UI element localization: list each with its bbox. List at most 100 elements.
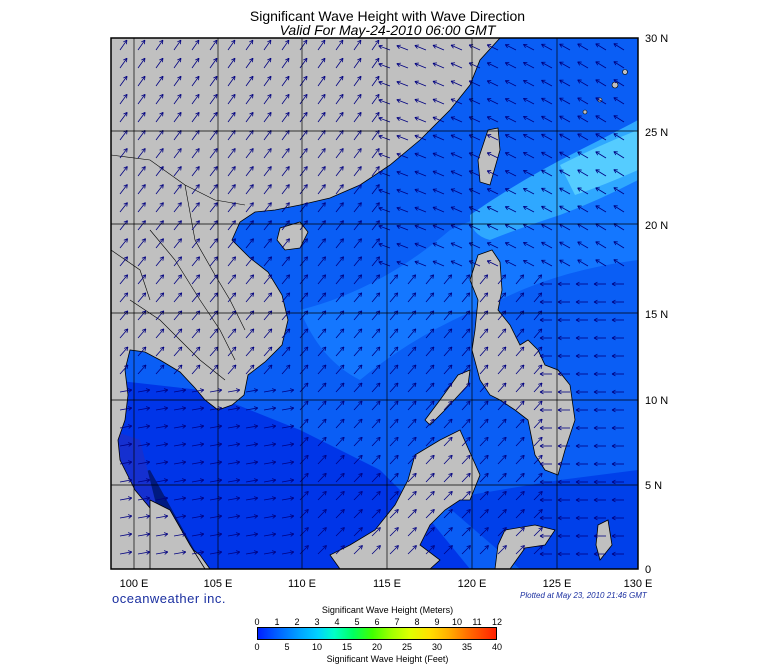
wave-arrow [227, 532, 241, 537]
wave-arrow [486, 80, 499, 87]
wave-arrow [559, 187, 571, 195]
wave-arrow [317, 274, 327, 285]
wave-arrow [173, 424, 187, 429]
wave-arrow [317, 75, 326, 87]
wave-arrow [497, 472, 507, 483]
wave-arrow [155, 148, 164, 159]
wave-arrow [613, 79, 625, 87]
wave-arrow [443, 274, 453, 285]
wave-arrow [281, 346, 291, 357]
wave-arrow [593, 443, 606, 449]
wave-arrow [119, 346, 129, 357]
wave-arrow [281, 364, 291, 375]
wave-arrow [378, 242, 391, 249]
lon-label: 105 E [204, 578, 233, 590]
wave-arrow [119, 514, 133, 519]
wave-arrow [317, 418, 327, 429]
wave-arrow [613, 61, 625, 69]
wave-arrow [209, 292, 219, 303]
colorbar-tick: 40 [491, 642, 502, 652]
wave-arrow [539, 389, 552, 395]
wave-arrow [559, 133, 571, 141]
wave-arrow [432, 80, 445, 87]
wave-arrow [595, 133, 607, 141]
wave-arrow [486, 44, 499, 51]
wave-arrow [557, 389, 570, 395]
wave-arrow [468, 260, 481, 267]
wave-arrow [281, 442, 295, 447]
wave-arrow [281, 184, 290, 195]
wave-arrow [443, 472, 453, 483]
wave-arrow [378, 134, 391, 141]
wave-arrow [371, 527, 381, 537]
wave-arrow [371, 364, 381, 375]
wave-arrow [541, 187, 553, 195]
lon-label: 125 E [543, 578, 572, 590]
wave-arrow [371, 418, 381, 429]
country-borders [111, 154, 246, 381]
wave-arrow [317, 436, 327, 447]
wave-arrow [378, 260, 391, 267]
colorbar-tick: 5 [284, 642, 290, 652]
wave-arrow [317, 238, 326, 249]
wave-arrow [227, 478, 241, 483]
wave-arrow [541, 241, 553, 249]
wave-arrow [353, 382, 363, 393]
wave-arrow [281, 57, 290, 69]
wave-arrow [335, 274, 345, 285]
wave-arrow [504, 98, 517, 105]
wave-arrow [559, 151, 571, 159]
wave-arrow [353, 400, 363, 411]
wave-arrow [611, 479, 624, 485]
wave-arrow [559, 115, 571, 123]
wave-arrow [407, 328, 417, 339]
wave-arrow [173, 364, 183, 375]
wave-arrow [227, 424, 241, 429]
wave-arrow [378, 62, 391, 69]
wave-arrow [263, 148, 272, 159]
wave-arrow [137, 532, 151, 537]
wave-arrow [468, 62, 481, 69]
wave-arrow [541, 61, 553, 69]
wave-arrow [299, 400, 309, 411]
wave-arrow [432, 152, 445, 159]
wave-arrow [209, 166, 218, 177]
wave-arrow [191, 532, 205, 537]
wave-arrow [371, 256, 380, 267]
wave-arrow [593, 335, 606, 341]
wave-arrow [155, 460, 169, 465]
wave-arrow [479, 490, 489, 501]
wave-arrow [353, 202, 362, 213]
wave-arrow [497, 274, 507, 285]
wave-arrow [245, 256, 254, 267]
wave-arrow [137, 148, 146, 159]
wave-arrow [559, 169, 571, 177]
wave-arrow [317, 364, 327, 375]
wave-arrow [227, 460, 241, 465]
wave-arrow [407, 545, 417, 555]
wave-arrow [209, 93, 218, 105]
wave-arrow [396, 260, 409, 267]
wave-arrow [425, 328, 435, 339]
wave-arrow [209, 478, 223, 483]
colorbar-tick: 5 [354, 617, 360, 627]
wave-arrow [245, 460, 259, 465]
wave-arrow [497, 454, 507, 465]
wave-arrow [317, 346, 327, 357]
wave-arrow [523, 205, 535, 213]
wave-arrow [245, 292, 255, 303]
wave-arrow [577, 97, 589, 105]
wave-arrow [414, 98, 427, 105]
wave-arrow [407, 472, 417, 483]
wave-arrow [504, 206, 517, 213]
wave-arrow [245, 93, 254, 105]
wave-arrow [407, 364, 417, 375]
wave-arrow [119, 238, 128, 249]
wave-arrow [245, 166, 254, 177]
wave-arrow [577, 79, 589, 87]
wave-arrow [263, 406, 277, 411]
wave-arrow [595, 259, 607, 267]
wave-arrow [155, 496, 169, 501]
wave-arrow [461, 472, 471, 483]
wave-arrow [227, 256, 236, 267]
